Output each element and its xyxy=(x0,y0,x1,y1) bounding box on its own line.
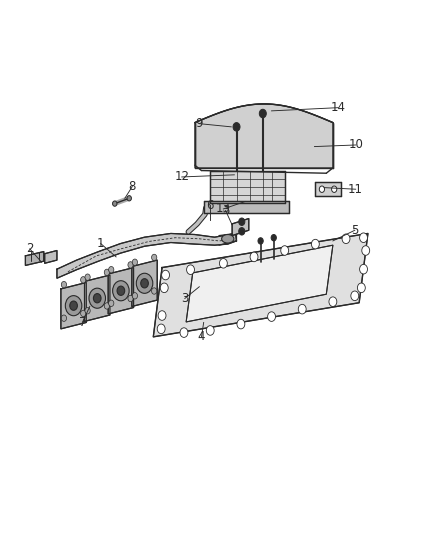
Polygon shape xyxy=(186,245,333,322)
Circle shape xyxy=(268,312,276,321)
Circle shape xyxy=(362,246,370,255)
Circle shape xyxy=(332,186,337,192)
Text: 2: 2 xyxy=(26,243,34,255)
Circle shape xyxy=(162,270,170,280)
Text: 6: 6 xyxy=(206,199,214,212)
Circle shape xyxy=(298,304,306,314)
Polygon shape xyxy=(153,233,368,337)
Circle shape xyxy=(61,315,67,321)
Circle shape xyxy=(128,262,133,268)
Text: 8: 8 xyxy=(129,180,136,193)
Text: 3: 3 xyxy=(181,292,188,305)
Text: 10: 10 xyxy=(348,139,363,151)
Ellipse shape xyxy=(136,273,153,293)
Polygon shape xyxy=(210,171,285,203)
Circle shape xyxy=(342,234,350,244)
Circle shape xyxy=(127,196,131,201)
Text: 3: 3 xyxy=(222,204,229,217)
Circle shape xyxy=(233,123,240,131)
Circle shape xyxy=(152,254,157,261)
Circle shape xyxy=(61,281,67,288)
Circle shape xyxy=(329,297,337,306)
Polygon shape xyxy=(57,233,237,278)
Circle shape xyxy=(311,239,319,249)
Circle shape xyxy=(237,319,245,329)
Ellipse shape xyxy=(93,294,101,303)
Circle shape xyxy=(360,233,367,243)
Text: 14: 14 xyxy=(331,101,346,114)
Circle shape xyxy=(85,274,90,280)
Circle shape xyxy=(281,246,289,255)
Circle shape xyxy=(351,291,359,301)
Circle shape xyxy=(152,288,157,294)
Circle shape xyxy=(250,252,258,262)
Text: 9: 9 xyxy=(195,117,203,130)
Ellipse shape xyxy=(117,286,125,295)
Ellipse shape xyxy=(89,288,106,308)
Circle shape xyxy=(109,300,114,306)
Polygon shape xyxy=(85,275,110,321)
Ellipse shape xyxy=(113,281,129,301)
Text: 5: 5 xyxy=(351,224,358,237)
Polygon shape xyxy=(108,268,134,314)
Circle shape xyxy=(206,326,214,335)
Circle shape xyxy=(319,186,325,192)
Circle shape xyxy=(259,109,266,118)
Circle shape xyxy=(357,283,365,293)
Text: 12: 12 xyxy=(174,171,189,183)
Circle shape xyxy=(81,277,86,283)
Circle shape xyxy=(109,266,114,273)
Circle shape xyxy=(104,303,110,309)
Polygon shape xyxy=(45,251,57,263)
Circle shape xyxy=(180,328,188,337)
Circle shape xyxy=(158,311,166,320)
Text: 11: 11 xyxy=(348,183,363,196)
Circle shape xyxy=(132,293,138,299)
Polygon shape xyxy=(132,260,157,306)
Ellipse shape xyxy=(70,301,78,310)
Polygon shape xyxy=(195,104,333,168)
Text: 7: 7 xyxy=(78,316,86,329)
Polygon shape xyxy=(25,252,44,265)
Circle shape xyxy=(187,265,194,274)
Ellipse shape xyxy=(65,296,82,316)
Ellipse shape xyxy=(222,235,234,243)
Text: 4: 4 xyxy=(198,330,205,343)
Circle shape xyxy=(239,218,245,225)
Circle shape xyxy=(85,308,90,314)
Circle shape xyxy=(271,235,276,241)
Circle shape xyxy=(113,201,117,206)
Circle shape xyxy=(128,295,133,302)
Circle shape xyxy=(360,264,367,274)
Ellipse shape xyxy=(141,279,148,288)
Circle shape xyxy=(239,228,245,235)
Circle shape xyxy=(160,283,168,293)
Circle shape xyxy=(104,269,110,276)
Circle shape xyxy=(81,310,86,317)
Circle shape xyxy=(219,259,227,268)
Text: 1: 1 xyxy=(97,237,105,250)
Circle shape xyxy=(157,324,165,334)
Polygon shape xyxy=(232,219,249,236)
Text: 13: 13 xyxy=(216,203,231,215)
Circle shape xyxy=(132,259,138,265)
Polygon shape xyxy=(315,182,341,196)
Circle shape xyxy=(258,238,263,244)
Polygon shape xyxy=(204,201,289,213)
Polygon shape xyxy=(61,282,86,329)
